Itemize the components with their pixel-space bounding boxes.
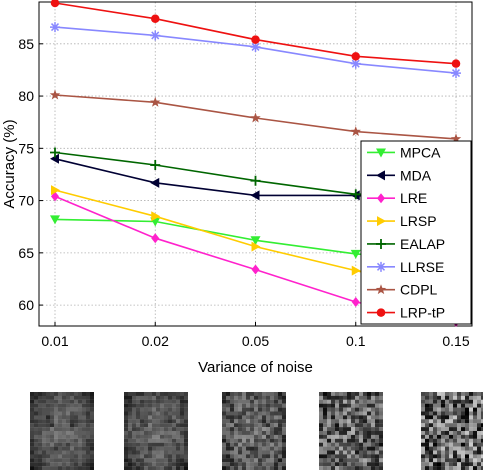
data-point	[375, 284, 387, 295]
noisy-face-image	[30, 392, 94, 470]
y-tick-label: 60	[18, 297, 34, 313]
data-point	[250, 190, 260, 201]
legend-label: LLRSE	[400, 259, 444, 275]
data-point	[351, 296, 360, 307]
legend-entry: MDA	[367, 167, 432, 183]
data-point	[250, 175, 261, 186]
data-point	[49, 89, 61, 100]
data-point	[250, 236, 261, 246]
data-point	[150, 96, 161, 107]
legend-entry: LRSP	[367, 213, 437, 229]
series-cdpl	[49, 89, 462, 144]
data-point	[50, 0, 60, 8]
y-tick-label: 65	[18, 245, 34, 261]
series-llrse	[50, 22, 461, 79]
data-point	[376, 148, 386, 158]
accuracy-line-chart: 0.01 0.02 0.05 0.1 0.15 60 65 70 75 80 85 Accuracy…	[1, 0, 473, 376]
y-tick-label: 70	[18, 193, 34, 209]
x-tick-label: 0.1	[346, 333, 366, 349]
data-point	[377, 193, 385, 204]
data-point	[151, 14, 160, 23]
data-point	[376, 170, 385, 181]
data-point	[51, 185, 60, 196]
data-point	[151, 233, 160, 244]
y-tick-label: 75	[18, 140, 34, 156]
x-tick-label: 0.01	[41, 333, 68, 349]
noisy-face-image	[222, 392, 286, 470]
x-axis-label: Variance of noise	[198, 359, 313, 376]
legend-label: MDA	[400, 167, 432, 183]
data-point	[351, 52, 360, 61]
data-point	[150, 30, 161, 41]
legend-entry: EALAP	[367, 236, 445, 252]
legend: MPCA MDA LRE LRSP EALAP LLRSE CDPL LRP-tP	[360, 140, 472, 325]
x-tick-label: 0.05	[242, 333, 269, 349]
legend-entry: LLRSE	[367, 259, 444, 275]
x-tick-label: 0.15	[442, 333, 469, 349]
data-point	[350, 126, 361, 137]
legend-entry: CDPL	[367, 282, 438, 298]
legend-box	[360, 140, 472, 325]
legend-entry: LRE	[367, 190, 427, 206]
legend-label: EALAP	[400, 236, 445, 252]
y-axis-label: Accuracy (%)	[1, 119, 18, 208]
noisy-face-image	[421, 392, 483, 470]
data-point	[350, 58, 361, 69]
data-point	[376, 308, 386, 317]
legend-label: CDPL	[400, 282, 438, 298]
legend-entry: MPCA	[367, 144, 441, 160]
axis-ticks: 0.01 0.02 0.05 0.1 0.15 60 65 70 75 80 85	[18, 36, 469, 349]
data-point	[150, 177, 160, 188]
data-point	[450, 133, 462, 144]
data-point	[50, 215, 60, 225]
data-point	[376, 238, 386, 249]
data-point	[50, 22, 60, 33]
data-point	[50, 153, 59, 164]
data-point	[251, 241, 261, 252]
data-point	[250, 41, 261, 52]
data-point	[250, 112, 261, 123]
data-point	[451, 59, 461, 68]
data-point	[151, 211, 161, 222]
data-point	[377, 216, 386, 227]
legend-label: LRE	[400, 190, 427, 206]
data-point	[451, 68, 461, 79]
noise-sample-images	[0, 392, 483, 470]
data-point	[50, 147, 60, 158]
y-tick-label: 80	[18, 88, 34, 104]
y-tick-label: 85	[18, 36, 34, 52]
data-point	[376, 261, 386, 272]
x-tick-label: 0.02	[142, 333, 169, 349]
legend-entry: LRP-tP	[367, 305, 445, 321]
series-lrp-tp	[50, 0, 461, 68]
data-point	[251, 264, 260, 275]
data-point	[350, 249, 361, 259]
noisy-face-image	[319, 392, 383, 470]
legend-label: LRSP	[400, 213, 437, 229]
noisy-face-image	[124, 392, 188, 470]
legend-label: MPCA	[400, 144, 441, 160]
data-point	[251, 35, 260, 44]
data-point	[351, 265, 361, 276]
data-point	[350, 189, 361, 200]
legend-label: LRP-tP	[400, 305, 445, 321]
data-point	[150, 160, 161, 171]
